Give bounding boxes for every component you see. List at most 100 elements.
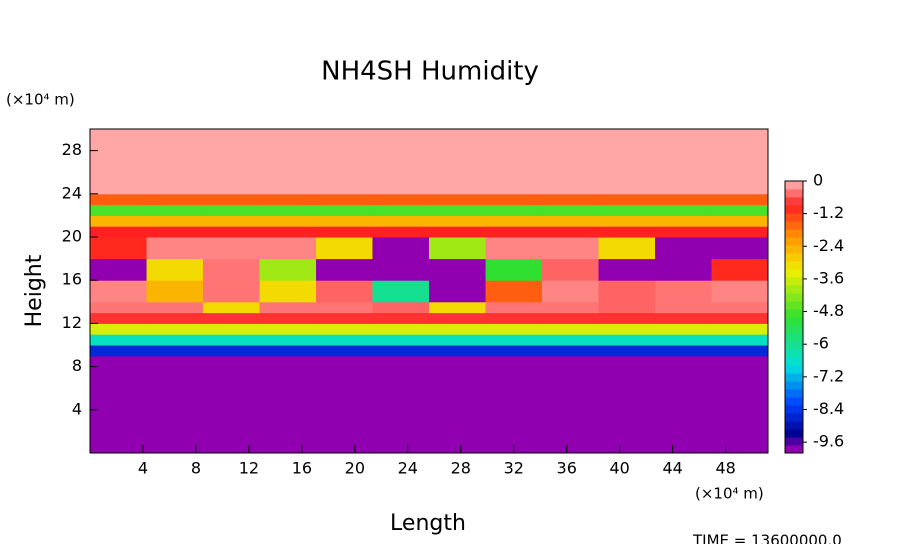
colorbar-step (785, 261, 803, 270)
heat-cell (146, 345, 204, 357)
heat-cell (429, 355, 487, 368)
heat-cell (202, 193, 260, 206)
heat-cell (711, 204, 769, 216)
heat-cell (316, 215, 373, 227)
x-unit: (×10⁴ m) (695, 485, 764, 503)
heat-cell (316, 301, 373, 314)
heat-cell (711, 129, 769, 195)
heat-cell (316, 129, 373, 195)
y-tick-label: 16 (62, 270, 82, 289)
heat-cell (485, 345, 543, 357)
heat-cell (655, 129, 712, 195)
heat-cell (485, 258, 543, 281)
heat-cell (598, 129, 656, 195)
heat-cell (90, 193, 148, 206)
colorbar-step (785, 365, 803, 374)
heat-cell (259, 193, 317, 206)
heat-cell (711, 345, 769, 357)
heat-cell (485, 280, 543, 303)
heat-cell (711, 215, 769, 227)
colorbar-step (785, 357, 803, 366)
heat-cell (429, 258, 487, 281)
heat-cell (146, 258, 204, 281)
heat-cell (711, 226, 769, 238)
heat-cell (655, 193, 712, 206)
heat-cell (90, 280, 148, 303)
colorbar-step (785, 245, 803, 254)
heat-cell (316, 280, 373, 303)
colorbar-step (785, 325, 803, 334)
heat-cell (485, 301, 543, 314)
heat-cell (372, 366, 430, 454)
x-tick-label: 44 (662, 459, 682, 478)
heat-cell (655, 204, 712, 216)
heat-cell (485, 193, 543, 206)
colorbar-step (785, 341, 803, 350)
colorbar-step (785, 437, 803, 446)
heat-cell (485, 237, 543, 260)
colorbar-step (785, 237, 803, 246)
heat-cell (372, 258, 430, 281)
colorbar-tick-label: -2.4 (813, 236, 844, 255)
x-tick-label: 48 (715, 459, 735, 478)
x-tick-label: 4 (138, 459, 148, 478)
heat-cell (598, 355, 656, 368)
y-tick-label: 24 (62, 183, 82, 202)
heat-cell (485, 355, 543, 368)
heat-cell (259, 215, 317, 227)
heat-cell (146, 355, 204, 368)
heat-cell (485, 204, 543, 216)
heat-cell (202, 334, 260, 346)
heat-cell (316, 204, 373, 216)
heat-cell (146, 280, 204, 303)
heat-cell (259, 258, 317, 281)
colorbar-step (785, 413, 803, 422)
heat-cell (429, 312, 487, 324)
heat-cell (429, 366, 487, 454)
heat-cell (541, 323, 599, 335)
colorbar-step (785, 269, 803, 278)
colorbar-step (785, 221, 803, 230)
y-tick-label: 28 (62, 140, 82, 159)
heat-cell (541, 355, 599, 368)
heat-cell (429, 129, 487, 195)
colorbar-tick-label: -8.4 (813, 399, 844, 418)
x-axis-label: Length (390, 511, 466, 536)
colorbar-step (785, 309, 803, 318)
heat-cell (655, 323, 712, 335)
heat-cell (541, 226, 599, 238)
heat-cell (146, 215, 204, 227)
heat-cell (202, 301, 260, 314)
heat-cell (429, 215, 487, 227)
y-tick-label: 12 (62, 313, 82, 332)
heat-cell (541, 193, 599, 206)
heat-cell (202, 204, 260, 216)
heat-cell (90, 334, 148, 346)
heat-cell (90, 312, 148, 324)
heat-cell (598, 258, 656, 281)
heat-cell (711, 312, 769, 324)
heat-cell (429, 323, 487, 335)
heat-cell (202, 312, 260, 324)
heat-cell (485, 366, 543, 454)
heat-cell (711, 237, 769, 260)
y-tick-label: 8 (72, 356, 82, 375)
heat-cell (655, 237, 712, 260)
heat-cell (541, 345, 599, 357)
colorbar-step (785, 229, 803, 238)
heat-cell (541, 129, 599, 195)
colorbar-step (785, 293, 803, 302)
heat-cell (372, 215, 430, 227)
heat-cell (372, 323, 430, 335)
heat-cell (598, 345, 656, 357)
colorbar-tick-label: -6 (813, 334, 829, 353)
colorbar-step (785, 197, 803, 206)
heat-cell (372, 237, 430, 260)
heat-cell (90, 345, 148, 357)
heat-cell (259, 204, 317, 216)
heat-cell (146, 226, 204, 238)
heat-cell (598, 193, 656, 206)
colorbar-step (785, 397, 803, 406)
heat-cell (598, 215, 656, 227)
